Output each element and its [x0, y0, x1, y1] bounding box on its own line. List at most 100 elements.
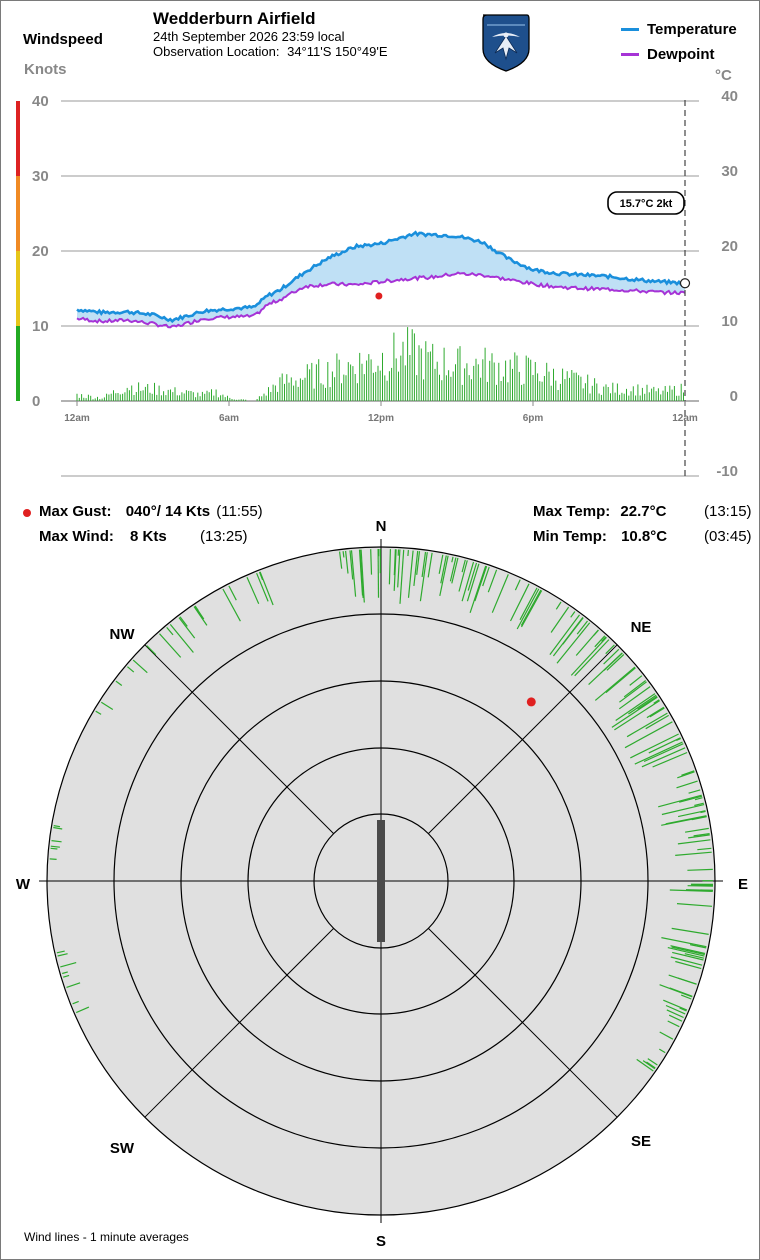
rose-wind-line [370, 549, 373, 575]
rose-wind-line [388, 549, 391, 585]
max-wind-value: 8 Kts [130, 528, 167, 545]
right-tick-label: 40 [721, 88, 738, 105]
observation-datetime: 24th September 2026 23:59 local [153, 29, 345, 44]
x-tick-label: 6pm [523, 413, 544, 424]
rose-wind-line [359, 549, 364, 598]
rose-spoke [428, 928, 618, 1118]
temperature-dewpoint-fill [77, 232, 685, 328]
left-tick-label: 40 [32, 93, 49, 110]
rose-wind-line [246, 576, 260, 604]
rose-wind-line [350, 550, 357, 597]
rose-wind-line [63, 974, 70, 978]
rose-wind-line [555, 601, 562, 610]
left-tick-label: 20 [32, 243, 49, 260]
rose-wind-line [57, 953, 68, 957]
left-axis-ticks: 40 30 20 10 0 [32, 93, 49, 410]
rose-wind-line [670, 956, 703, 966]
rose-wind-line [56, 950, 65, 954]
rose-wind-line [646, 1061, 656, 1069]
rose-wind-line [641, 747, 686, 768]
rose-wind-line [393, 549, 397, 591]
observation-location: Observation Location: 34°11'S 150°49'E [153, 44, 388, 59]
right-axis-ticks: 40 30 20 10 0 -10 [716, 88, 738, 480]
rose-wind-line [53, 825, 61, 828]
temperature-legend-label: Temperature [647, 21, 737, 38]
rose-wind-line [72, 1000, 79, 1005]
rose-wind-line [670, 945, 706, 954]
rose-wind-line [653, 699, 660, 704]
left-tick-label: 10 [32, 318, 49, 335]
right-tick-label: -10 [716, 463, 738, 480]
x-axis-ticks: 12am 6am 12pm 6pm 12am [64, 401, 698, 424]
location-label: Observation Location: [153, 44, 280, 59]
compass-label-e: E [738, 876, 748, 893]
rose-wind-line [672, 951, 704, 961]
celsius-unit-label: °C [715, 67, 732, 84]
rose-wind-line [624, 721, 673, 749]
rose-wind-line [661, 937, 707, 948]
rose-wind-line [689, 944, 707, 949]
compass-label-w: W [16, 876, 31, 893]
rose-wind-line [159, 633, 182, 658]
rose-wind-line [520, 589, 542, 626]
left-tick-label: 30 [32, 168, 49, 185]
rose-wind-line [668, 974, 697, 985]
rose-wind-line [60, 962, 77, 968]
x-tick-label: 6am [219, 413, 239, 424]
rose-wind-line [665, 815, 707, 825]
rose-wind-line [514, 579, 521, 591]
rose-wind-line [556, 622, 591, 664]
rose-wind-line [697, 847, 712, 851]
rose-wind-line [570, 611, 576, 618]
rose-wind-line [671, 946, 705, 956]
rose-wind-line [681, 770, 695, 776]
min-temp-stat: Min Temp: 10.8°C [533, 528, 667, 545]
compass-label-se: SE [631, 1133, 651, 1150]
rose-wind-line [605, 644, 615, 655]
rose-wind-line [669, 889, 713, 892]
rose-wind-line [685, 889, 713, 891]
x-tick-label: 12am [672, 413, 698, 424]
rose-wind-line [438, 554, 444, 574]
dewpoint-legend-label: Dewpoint [647, 46, 715, 63]
rose-wind-line [100, 701, 114, 711]
x-tick-label: 12pm [368, 413, 394, 424]
rose-wind-line [416, 551, 421, 575]
rose-wind-line [193, 606, 208, 626]
rose-wind-line [399, 549, 405, 604]
rose-spoke [428, 644, 618, 834]
rose-wind-line [342, 551, 345, 558]
rose-wind-line [634, 741, 683, 765]
rose-wind-line [127, 666, 135, 673]
rose-wind-line [687, 868, 713, 871]
rose-wind-line [345, 550, 349, 574]
rose-wind-line [601, 636, 607, 642]
rose-wind-line [146, 645, 157, 656]
rose-wind-line [349, 550, 354, 580]
left-tick-label: 0 [32, 393, 40, 410]
rose-wind-line [132, 659, 148, 674]
rose-wind-line [688, 834, 710, 839]
rose-wind-line [688, 789, 701, 794]
max-temp-stat: Max Temp: 22.7°C [533, 503, 666, 520]
rose-wind-line [228, 585, 237, 601]
rose-wind-line [62, 971, 68, 975]
max-gust-stat: Max Gust: 040°/ 14 Kts (11:55) [39, 503, 263, 520]
rose-wind-line [675, 851, 712, 856]
rose-wind-line [469, 565, 487, 613]
rose-wind-line [570, 636, 607, 676]
min-temp-time: (03:45) [704, 528, 752, 545]
station-title: Wedderburn Airfield [153, 9, 316, 28]
compass-label-ne: NE [631, 619, 652, 636]
runway-bar [377, 820, 385, 942]
temperature-legend-swatch [621, 28, 639, 31]
max-gust-marker [375, 292, 383, 300]
compass-label-s: S [376, 1233, 386, 1250]
rose-wind-line [393, 549, 396, 576]
rose-wind-line [594, 666, 636, 701]
rose-wind-line [630, 733, 679, 759]
rose-wind-line [419, 552, 428, 602]
rose-wind-line [668, 1014, 683, 1022]
temperature-line [76, 230, 686, 324]
